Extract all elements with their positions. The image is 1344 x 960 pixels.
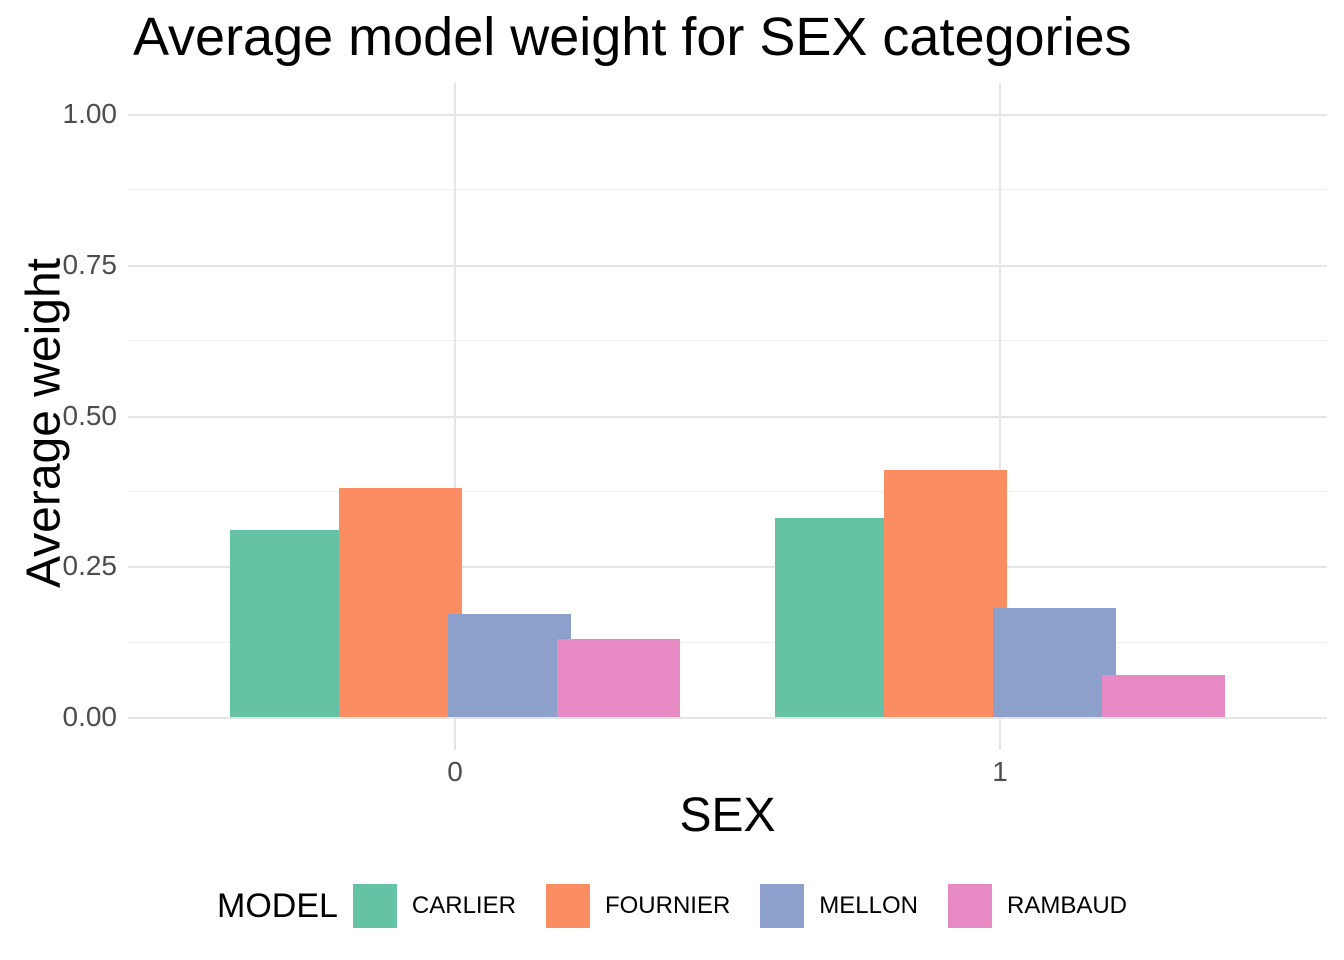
bar-mellon-sex0: [448, 614, 571, 717]
legend-swatch-mellon: [760, 884, 805, 928]
bar-rambaud-sex1: [1102, 674, 1225, 717]
gridline-major: [128, 415, 1327, 418]
gridline-major: [128, 717, 1327, 719]
gridline-vertical: [454, 83, 456, 750]
gridline-major: [128, 114, 1327, 116]
x-axis-title: SEX: [679, 789, 776, 842]
bar-carlier-sex0: [230, 530, 353, 717]
chart-title: Average model weight for SEX categories: [133, 7, 1132, 67]
gridline-minor: [128, 189, 1327, 191]
bar-mellon-sex1: [993, 608, 1116, 717]
plot-panel: [128, 83, 1327, 750]
legend-entry-rambaud: RAMBAUD: [947, 884, 1128, 928]
bar-rambaud-sex0: [557, 638, 680, 717]
y-tick-label: 0.50: [62, 399, 118, 431]
legend-swatch-carlier: [352, 884, 397, 928]
bar-fournier-sex0: [339, 487, 462, 717]
y-tick-label: 1.00: [62, 98, 118, 129]
legend-label-mellon: MELLON: [819, 892, 918, 919]
y-tick-label: 0.00: [62, 701, 118, 732]
x-tick-label: 1: [992, 756, 1008, 787]
legend-label-rambaud: RAMBAUD: [1006, 892, 1128, 919]
bar-carlier-sex1: [775, 518, 898, 717]
legend-swatch-rambaud: [947, 884, 992, 928]
legend-label-carlier: CARLIER: [411, 892, 516, 919]
x-tick-label: 0: [447, 756, 463, 787]
y-tick-label: 0.25: [62, 550, 118, 582]
gridline-major: [128, 264, 1327, 267]
y-tick-label: 0.75: [62, 248, 118, 280]
legend-entry-fournier: FOURNIER: [545, 884, 731, 928]
gridline-minor: [128, 641, 1327, 643]
legend-entry-carlier: CARLIER: [352, 884, 516, 928]
gridline-major: [128, 566, 1327, 569]
gridline-minor: [128, 490, 1327, 492]
legend-entry-mellon: MELLON: [760, 884, 918, 928]
legend: MODEL CARLIER FOURNIER MELLON RAMBAUD: [217, 884, 1127, 928]
legend-swatch-fournier: [545, 884, 590, 928]
gridline-minor: [128, 340, 1327, 342]
legend-title: MODEL: [216, 886, 338, 925]
gridline-vertical: [999, 83, 1001, 750]
legend-label-fournier: FOURNIER: [604, 892, 731, 919]
bar-fournier-sex1: [884, 469, 1007, 717]
